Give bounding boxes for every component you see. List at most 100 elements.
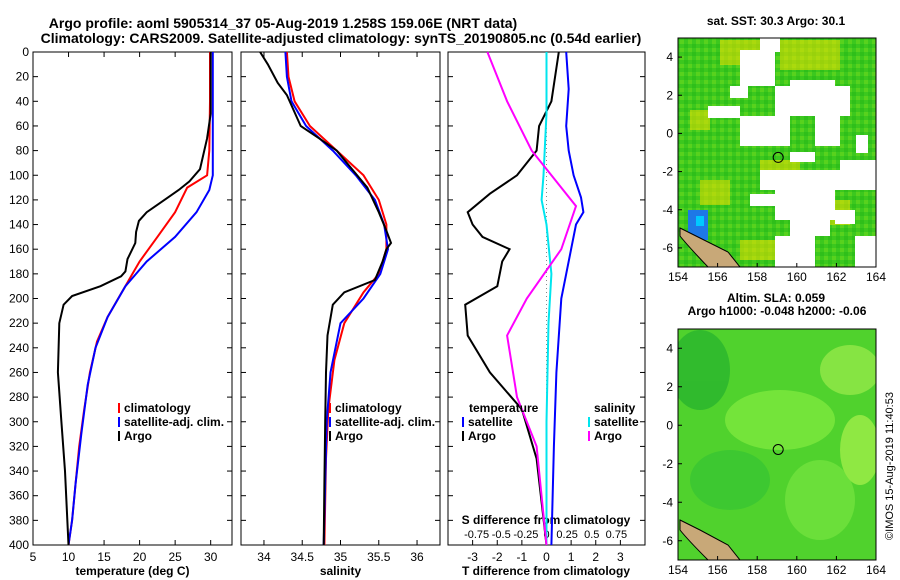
- salinity-frame: [240, 51, 441, 546]
- sst_map-xtick-label: 158: [747, 270, 767, 284]
- sla_map-xtick-label: 154: [668, 563, 688, 577]
- temperature-ytick-label: 160: [9, 242, 29, 256]
- legend-label: climatology: [124, 401, 191, 415]
- salinity-xtick-label: 34.5: [291, 550, 315, 564]
- differences-stick-label: -0.75: [464, 529, 489, 541]
- temperature-ytick-label: 140: [9, 218, 29, 232]
- temperature-xtick-label: 25: [168, 550, 182, 564]
- differences-stick-label: -0.5: [492, 529, 511, 541]
- differences-stick-label: 0.5: [584, 529, 599, 541]
- differences-xtick-label: 1: [568, 550, 575, 564]
- sst_map-xtick-label: 164: [866, 270, 886, 284]
- differences-series-salinity-argo: [486, 51, 578, 546]
- timestamp: ©IMOS 15-Aug-2019 11:40:53: [884, 392, 896, 540]
- difference-panel: -3 -2 -1 0 1 2 3-0.75 -0.5 -0.25 0 0.25 0.5 0.75S di…: [447, 51, 646, 578]
- temperature-ytick-label: 200: [9, 292, 29, 306]
- sla_map-ytick-label: 2: [666, 380, 673, 394]
- temperature-ytick-label: 60: [16, 119, 30, 133]
- temperature-ytick-label: 220: [9, 316, 29, 330]
- temperature-xtick-label: 15: [97, 550, 111, 564]
- salinity-panel: 34 34.5 35 35.5 36 salinity climatologysatelli…: [240, 51, 441, 578]
- sst_map-ytick-label: -2: [662, 165, 673, 179]
- differences-xlabel: T difference from climatology: [462, 564, 630, 578]
- sla_map-xtick-label: 158: [747, 563, 767, 577]
- sst_map-xtick-label: 154: [668, 270, 688, 284]
- sla-map-title: Altim. SLA: 0.059: [727, 291, 825, 305]
- legend-temperature-heading: temperature: [469, 401, 539, 415]
- temperature-xlabel: temperature (deg C): [75, 564, 189, 578]
- differences-series-temperature-argo: [464, 51, 560, 546]
- sla-map: [678, 329, 876, 560]
- temperature-xtick-label: 20: [133, 550, 147, 564]
- sst_map-ytick-label: 4: [666, 50, 673, 64]
- legend-label: satellite-adj. clim.: [124, 415, 224, 429]
- sst_map-xtick-label: 160: [787, 270, 807, 284]
- sla_map-xtick-label: 160: [787, 563, 807, 577]
- differences-xtick-label: -3: [467, 550, 478, 564]
- sla-coastline: [679, 519, 741, 560]
- temperature-ytick-label: 0: [22, 45, 29, 59]
- differences-series-salinity-satellite: [540, 52, 553, 545]
- sst-coastline: [679, 227, 741, 267]
- sla_map-ytick-label: 4: [666, 341, 673, 355]
- differences-xtick-label: -2: [492, 550, 503, 564]
- differences-xtick-label: -1: [517, 550, 528, 564]
- sla-map-axes: 154 156 158 160 162 164 4 2 0 -2 -4 -6: [662, 341, 886, 577]
- sst_map-xtick-label: 162: [826, 270, 846, 284]
- differences-stick-label: -0.25: [513, 529, 538, 541]
- sst_map-ytick-label: 2: [666, 88, 673, 102]
- sst-map-title: sat. SST: 30.3 Argo: 30.1: [707, 14, 846, 28]
- temperature-series-satellite-adj-clim-: [67, 52, 214, 546]
- legend-label: satellite-adj. clim.: [335, 415, 435, 429]
- sla_map-ytick-label: 0: [666, 418, 673, 432]
- sst-gaps: [708, 38, 876, 267]
- sla-map-subtitle: Argo h1000: -0.048 h2000: -0.06: [688, 304, 867, 318]
- legend-label: satellite: [468, 415, 513, 429]
- differences-xtick-label: 2: [592, 550, 599, 564]
- sst-cold-patch: [688, 210, 708, 240]
- salinity-xtick-label: 35: [334, 550, 348, 564]
- sla_map-xtick-label: 156: [708, 563, 728, 577]
- temperature-xtick-label: 10: [62, 550, 76, 564]
- temperature-xtick-label: 5: [30, 550, 37, 564]
- temperature-ytick-label: 380: [9, 513, 29, 527]
- differences-stick-label: 0.25: [556, 529, 577, 541]
- differences-series-temperature-satellite: [550, 51, 585, 546]
- temperature-ytick-label: 40: [16, 94, 30, 108]
- sst_map-xtick-label: 156: [708, 270, 728, 284]
- sst-map: [678, 38, 876, 267]
- temperature-ytick-label: 300: [9, 415, 29, 429]
- sst-argo-marker: [772, 151, 784, 163]
- temperature-ytick-label: 80: [16, 144, 30, 158]
- sst-map-axes: 154 156 158 160 162 164 4 2 0 -2 -4 -6: [662, 50, 886, 284]
- salinity-series-satellite-adj-clim-: [284, 51, 390, 546]
- temperature-ytick-label: 260: [9, 365, 29, 379]
- sst-map-frame: [677, 37, 877, 268]
- legend-label: Argo: [468, 429, 496, 443]
- legend-label: Argo: [594, 429, 622, 443]
- legend-label: climatology: [335, 401, 402, 415]
- differences-xtick-label: 3: [617, 550, 624, 564]
- temperature-ytick-label: 320: [9, 439, 29, 453]
- salinity-series-argo: [259, 51, 393, 546]
- sla-map-frame: [677, 328, 877, 561]
- sla_map-ytick-label: -4: [662, 495, 673, 509]
- sst_map-ytick-label: -6: [662, 241, 673, 255]
- legend-label: satellite: [594, 415, 639, 429]
- title-line-2: Climatology: CARS2009. Satellite-adjuste…: [41, 30, 642, 46]
- temperature-ytick-label: 120: [9, 193, 29, 207]
- sla_map-ytick-label: -2: [662, 457, 673, 471]
- legend-label: Argo: [335, 429, 363, 443]
- sla-argo-marker: [772, 444, 784, 455]
- temperature-ytick-label: 240: [9, 341, 29, 355]
- sla_map-ytick-label: -6: [662, 534, 673, 548]
- differences-xtick-label: 0: [543, 550, 550, 564]
- legend-salinity-heading: salinity: [594, 401, 636, 415]
- salinity-xtick-label: 36: [410, 550, 424, 564]
- salinity-xlabel: salinity: [320, 564, 362, 578]
- sst_map-ytick-label: -4: [662, 203, 673, 217]
- temperature-series-argo: [56, 52, 212, 546]
- title-line-1: Argo profile: aoml 5905314_37 05-Aug-201…: [49, 15, 517, 31]
- temperature-ytick-label: 340: [9, 464, 29, 478]
